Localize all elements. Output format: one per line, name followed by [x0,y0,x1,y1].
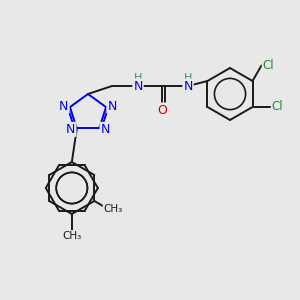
Text: H: H [184,73,192,83]
Text: CH₃: CH₃ [103,204,123,214]
Text: O: O [157,103,167,116]
Text: N: N [59,100,69,112]
Text: H: H [134,73,142,83]
Text: N: N [183,80,193,92]
Text: Cl: Cl [263,59,274,72]
Text: CH₃: CH₃ [62,231,82,241]
Text: Cl: Cl [272,100,283,113]
Text: N: N [133,80,143,92]
Text: N: N [100,123,110,136]
Text: N: N [66,123,76,136]
Text: N: N [107,100,117,112]
